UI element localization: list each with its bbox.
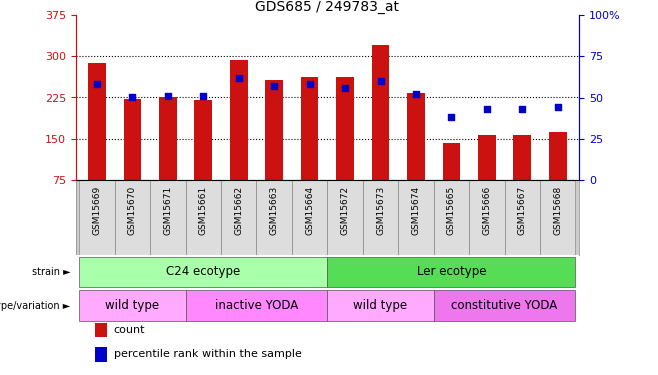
- Text: GSM15661: GSM15661: [199, 186, 208, 235]
- Bar: [505, 180, 540, 255]
- Bar: [230, 60, 247, 180]
- Point: [446, 114, 457, 120]
- Bar: [398, 180, 434, 255]
- Text: GSM15666: GSM15666: [482, 186, 492, 235]
- Bar: [513, 135, 531, 180]
- Text: GSM15662: GSM15662: [234, 186, 243, 235]
- Bar: [194, 100, 212, 180]
- Text: count: count: [114, 325, 145, 335]
- Text: genotype/variation ►: genotype/variation ►: [0, 301, 70, 310]
- Bar: [114, 180, 150, 255]
- Point: [553, 104, 563, 110]
- Bar: [150, 180, 186, 255]
- Point: [340, 85, 350, 91]
- Text: GSM15673: GSM15673: [376, 186, 385, 235]
- Point: [269, 83, 280, 89]
- Bar: [407, 93, 425, 180]
- Point: [163, 93, 173, 99]
- Bar: [327, 290, 434, 321]
- Bar: [434, 180, 469, 255]
- Text: GSM15669: GSM15669: [92, 186, 101, 235]
- Bar: [372, 45, 390, 180]
- Title: GDS685 / 249783_at: GDS685 / 249783_at: [255, 0, 399, 14]
- Text: C24 ecotype: C24 ecotype: [166, 266, 240, 278]
- Point: [198, 93, 209, 99]
- Bar: [79, 256, 327, 287]
- Text: GSM15664: GSM15664: [305, 186, 314, 235]
- Text: GSM15667: GSM15667: [518, 186, 527, 235]
- Text: constitutive YODA: constitutive YODA: [451, 299, 558, 312]
- Text: wild type: wild type: [105, 299, 159, 312]
- Text: GSM15663: GSM15663: [270, 186, 279, 235]
- Bar: [478, 135, 495, 180]
- Text: wild type: wild type: [353, 299, 407, 312]
- Bar: [88, 63, 106, 180]
- Bar: [186, 180, 221, 255]
- Bar: [327, 180, 363, 255]
- Bar: [292, 180, 327, 255]
- Bar: [186, 290, 327, 321]
- Point: [517, 106, 528, 112]
- Text: GSM15671: GSM15671: [163, 186, 172, 235]
- Bar: [257, 180, 292, 255]
- Bar: [540, 180, 576, 255]
- Text: GSM15670: GSM15670: [128, 186, 137, 235]
- Bar: [336, 77, 354, 180]
- Bar: [327, 256, 576, 287]
- Bar: [124, 99, 141, 180]
- Point: [482, 106, 492, 112]
- Text: GSM15674: GSM15674: [411, 186, 420, 235]
- Bar: [159, 97, 177, 180]
- Point: [411, 91, 421, 97]
- Bar: [363, 180, 398, 255]
- Bar: [79, 180, 114, 255]
- Bar: [549, 132, 567, 180]
- Text: inactive YODA: inactive YODA: [215, 299, 298, 312]
- Bar: [79, 290, 186, 321]
- Point: [305, 81, 315, 87]
- Point: [127, 94, 138, 100]
- Point: [91, 81, 102, 87]
- Bar: [301, 77, 318, 180]
- Text: GSM15672: GSM15672: [341, 186, 349, 235]
- Point: [375, 78, 386, 84]
- Bar: [434, 290, 576, 321]
- Bar: [221, 180, 257, 255]
- Text: strain ►: strain ►: [32, 267, 70, 277]
- Bar: [469, 180, 505, 255]
- Text: percentile rank within the sample: percentile rank within the sample: [114, 349, 302, 359]
- Bar: [265, 80, 283, 180]
- Bar: [443, 142, 461, 180]
- Text: Ler ecotype: Ler ecotype: [417, 266, 486, 278]
- Text: GSM15665: GSM15665: [447, 186, 456, 235]
- Text: GSM15668: GSM15668: [553, 186, 563, 235]
- Point: [234, 75, 244, 81]
